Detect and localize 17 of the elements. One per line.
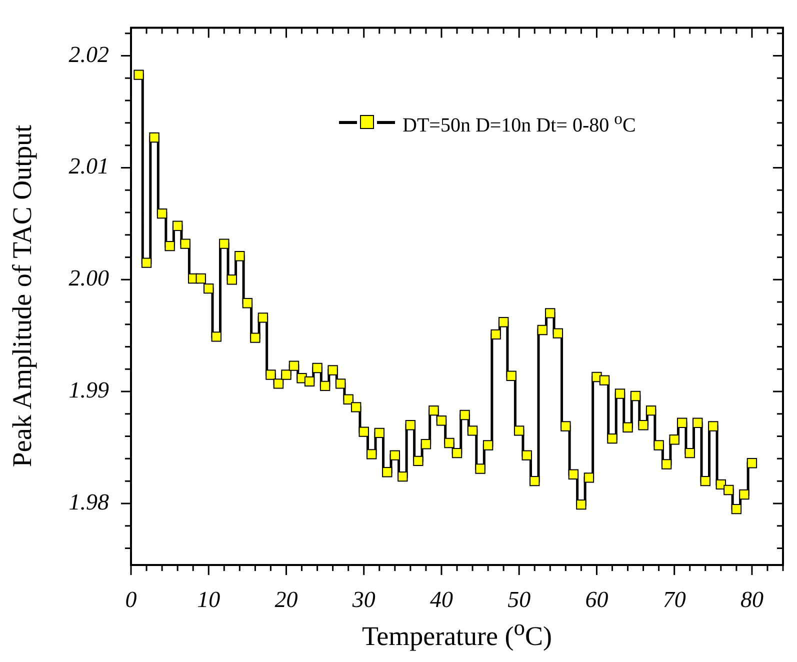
- x-tick-label: 70: [662, 586, 686, 612]
- x-axis-title: Temperature ($^{o}$C): [362, 614, 552, 652]
- x-tick-label: 80: [740, 586, 764, 612]
- x-tick-label: 50: [508, 586, 532, 612]
- x-tick-label: 10: [197, 586, 221, 612]
- x-tick-label: 40: [430, 586, 454, 612]
- y-tick-label: 2.00: [68, 266, 110, 291]
- x-tick-label: 60: [585, 586, 609, 612]
- y-tick-label: 2.01: [68, 154, 109, 179]
- y-tick-label: 2.02: [68, 42, 109, 67]
- y-tick-label: 1.99: [68, 378, 110, 403]
- y-tick-label: 1.98: [68, 489, 110, 514]
- legend-label: DT=50n D=10n Dt= 0-80 $^{o}$C: [402, 108, 636, 138]
- x-tick-label: 30: [351, 586, 376, 612]
- x-tick-label: 0: [125, 586, 138, 612]
- y-axis-title: Peak Amplitude of TAC Output: [6, 125, 38, 468]
- x-tick-label: 20: [274, 586, 298, 612]
